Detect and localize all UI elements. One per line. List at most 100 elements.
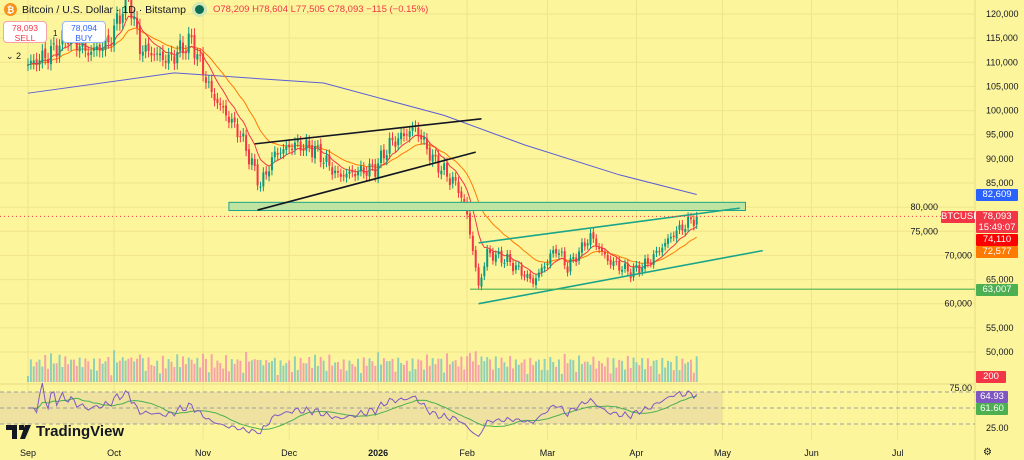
- x-tick-label: 2026: [368, 448, 388, 458]
- candle: [262, 172, 265, 187]
- chart-header: ₿ Bitcoin / U.S. Dollar · 1D · Bitstamp …: [4, 3, 428, 16]
- volume-bar: [681, 358, 684, 382]
- candle: [250, 158, 253, 165]
- volume-bar: [29, 359, 32, 382]
- volume-bar: [672, 370, 675, 382]
- volume-bar: [72, 359, 75, 382]
- candle: [133, 16, 136, 20]
- candle: [658, 251, 661, 253]
- candle: [563, 251, 566, 266]
- symbol-title[interactable]: Bitcoin / U.S. Dollar · 1D · Bitstamp: [22, 3, 186, 16]
- candle: [664, 242, 667, 247]
- candle: [354, 173, 357, 177]
- candle: [377, 163, 380, 179]
- volume-bar: [193, 363, 196, 382]
- candle: [193, 34, 196, 59]
- candle: [635, 264, 638, 268]
- volume-bar: [523, 359, 526, 382]
- candle: [675, 230, 678, 239]
- volume-bar: [75, 365, 78, 382]
- candle: [308, 140, 311, 147]
- candle: [118, 15, 121, 24]
- candle: [646, 258, 649, 264]
- candle: [58, 45, 61, 57]
- candle: [348, 171, 351, 174]
- volume-bar: [58, 354, 61, 382]
- y-tick-label: 100,000: [986, 106, 1019, 116]
- volume-bar: [414, 369, 417, 382]
- candle: [649, 263, 652, 265]
- candle: [210, 80, 213, 92]
- buy-button[interactable]: 78,094 BUY: [62, 21, 106, 43]
- volume-bar: [351, 363, 354, 382]
- candle: [225, 105, 228, 116]
- candle: [291, 148, 294, 150]
- volume-bar: [49, 353, 52, 382]
- ema-slow-line: [27, 27, 698, 264]
- candle: [204, 77, 207, 83]
- volume-bar: [641, 357, 644, 382]
- volume-bar: [156, 360, 159, 382]
- volume-bar: [592, 356, 595, 382]
- sell-price: 78,093: [12, 23, 38, 33]
- candle: [402, 133, 405, 137]
- candle: [339, 173, 342, 177]
- candle: [84, 40, 87, 51]
- candle: [555, 248, 558, 254]
- candle: [552, 250, 555, 254]
- volume-bar: [572, 360, 575, 382]
- candle: [299, 141, 302, 151]
- volume-bar: [514, 359, 517, 382]
- candle: [428, 147, 431, 161]
- candle: [446, 162, 449, 177]
- settings-icon[interactable]: ⚙: [983, 447, 992, 458]
- volume-bar: [199, 367, 202, 382]
- candle: [512, 262, 515, 272]
- volume-bar: [161, 355, 164, 382]
- volume-bar: [532, 365, 535, 382]
- volume-bar: [689, 359, 692, 382]
- candle: [468, 213, 471, 235]
- volume-bar: [440, 358, 443, 382]
- candle: [176, 52, 179, 64]
- candle: [692, 219, 695, 226]
- candle: [371, 164, 374, 166]
- candle: [296, 139, 299, 142]
- volume-bar: [316, 365, 319, 382]
- volume-bar: [586, 361, 589, 382]
- candle: [474, 250, 477, 268]
- candle: [167, 54, 170, 64]
- volume-bar: [265, 360, 268, 382]
- volume-bar: [170, 361, 173, 382]
- candle: [161, 51, 164, 61]
- volume-bar: [308, 357, 311, 382]
- candle: [27, 64, 29, 66]
- collapse-indicators-button[interactable]: ⌄ 2: [6, 51, 22, 61]
- volume-bar: [580, 364, 583, 382]
- candle: [365, 171, 368, 176]
- volume-bar: [618, 359, 621, 382]
- candle: [293, 142, 296, 150]
- candle: [509, 253, 512, 262]
- candle: [397, 138, 400, 145]
- sell-button[interactable]: 78,093 SELL: [3, 21, 47, 43]
- candle: [451, 176, 454, 184]
- candle: [503, 262, 506, 264]
- candle: [325, 155, 328, 163]
- volume-bar: [35, 361, 38, 382]
- volume-bar: [466, 356, 469, 382]
- volume-bar: [204, 358, 207, 382]
- candle: [598, 247, 601, 250]
- candle: [400, 132, 403, 140]
- y-tick-label: 70,000: [944, 250, 972, 260]
- candle: [408, 131, 411, 138]
- candle: [150, 53, 153, 56]
- ma200-label: 82,609: [976, 189, 1018, 201]
- volume-bar: [603, 366, 606, 382]
- candle: [239, 136, 242, 138]
- volume-bar: [113, 350, 116, 382]
- candle: [471, 235, 474, 251]
- candle: [314, 145, 316, 159]
- volume-bar: [173, 367, 176, 382]
